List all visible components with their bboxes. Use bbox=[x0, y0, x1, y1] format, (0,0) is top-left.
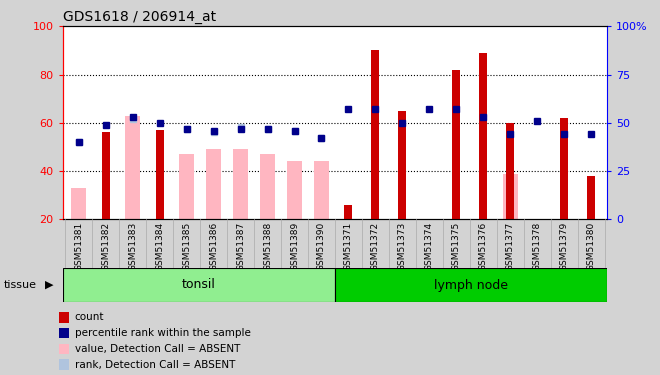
Bar bbox=[560, 118, 568, 219]
Bar bbox=[479, 53, 487, 219]
Text: GSM51381: GSM51381 bbox=[75, 222, 83, 271]
Text: GSM51386: GSM51386 bbox=[209, 222, 218, 271]
Bar bbox=[206, 149, 221, 219]
Bar bbox=[335, 268, 607, 302]
Text: GSM51377: GSM51377 bbox=[506, 222, 515, 271]
Bar bbox=[180, 154, 194, 219]
Bar bbox=[345, 205, 352, 219]
Bar bbox=[233, 149, 248, 219]
Bar bbox=[506, 123, 514, 219]
Text: GSM51387: GSM51387 bbox=[236, 222, 245, 271]
Text: GSM51380: GSM51380 bbox=[587, 222, 595, 271]
Bar bbox=[71, 188, 86, 219]
Bar bbox=[59, 312, 69, 322]
Text: GSM51375: GSM51375 bbox=[451, 222, 461, 271]
Text: GSM51378: GSM51378 bbox=[533, 222, 542, 271]
Bar bbox=[503, 174, 517, 219]
Bar bbox=[452, 70, 460, 219]
Text: GSM51376: GSM51376 bbox=[478, 222, 488, 271]
Bar bbox=[63, 268, 335, 302]
Text: lymph node: lymph node bbox=[434, 279, 508, 291]
Bar bbox=[372, 50, 380, 219]
Text: GSM51388: GSM51388 bbox=[263, 222, 272, 271]
Bar bbox=[102, 132, 110, 219]
Text: ▶: ▶ bbox=[45, 280, 53, 290]
Bar bbox=[314, 161, 329, 219]
Text: tonsil: tonsil bbox=[182, 279, 216, 291]
Text: GSM51382: GSM51382 bbox=[102, 222, 110, 271]
Bar bbox=[59, 328, 69, 339]
Text: GSM51383: GSM51383 bbox=[128, 222, 137, 271]
Bar bbox=[125, 116, 140, 219]
Text: percentile rank within the sample: percentile rank within the sample bbox=[75, 328, 251, 338]
Text: GSM51371: GSM51371 bbox=[344, 222, 353, 271]
Bar bbox=[59, 344, 69, 354]
Text: GSM51384: GSM51384 bbox=[155, 222, 164, 271]
Text: GSM51372: GSM51372 bbox=[371, 222, 380, 271]
Text: GSM51374: GSM51374 bbox=[425, 222, 434, 271]
Text: count: count bbox=[75, 312, 104, 322]
Text: GSM51373: GSM51373 bbox=[398, 222, 407, 271]
Bar bbox=[156, 130, 164, 219]
Bar bbox=[287, 161, 302, 219]
Text: rank, Detection Call = ABSENT: rank, Detection Call = ABSENT bbox=[75, 360, 235, 370]
Text: GSM51390: GSM51390 bbox=[317, 222, 326, 271]
Bar bbox=[260, 154, 275, 219]
Bar bbox=[587, 176, 595, 219]
Text: GSM51385: GSM51385 bbox=[182, 222, 191, 271]
Text: GDS1618 / 206914_at: GDS1618 / 206914_at bbox=[63, 10, 216, 24]
Text: tissue: tissue bbox=[3, 280, 36, 290]
Bar bbox=[59, 359, 69, 370]
Bar bbox=[398, 111, 407, 219]
Text: GSM51389: GSM51389 bbox=[290, 222, 299, 271]
Text: value, Detection Call = ABSENT: value, Detection Call = ABSENT bbox=[75, 344, 240, 354]
Text: GSM51379: GSM51379 bbox=[560, 222, 568, 271]
